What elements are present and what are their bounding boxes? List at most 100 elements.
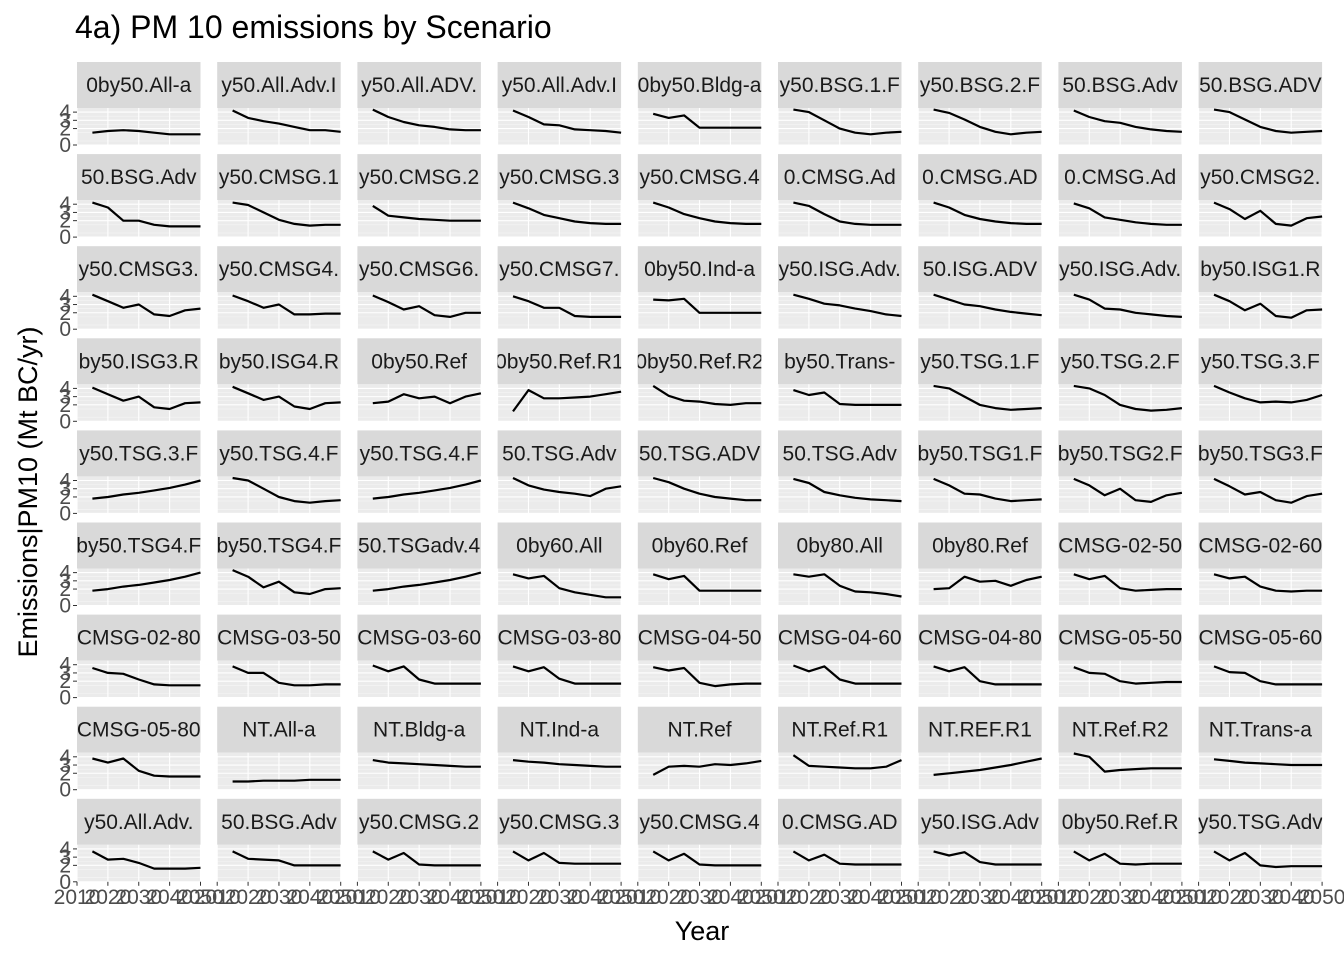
facet-panel: CMSG-04-60 xyxy=(777,614,903,699)
x-tick-label: 2030 xyxy=(676,886,723,909)
x-tick-label: 2020 xyxy=(786,886,833,909)
facet-panel: y50.ISG.Adv xyxy=(917,798,1043,883)
facet-strip-label: CMSG-02-50 xyxy=(1058,535,1182,558)
facet-panel: NT.Ref xyxy=(637,706,762,791)
y-tick-label: 4 xyxy=(59,746,71,769)
facet-strip xyxy=(778,706,902,753)
x-tick-label: 2050 xyxy=(598,886,645,909)
facet-strip xyxy=(778,430,902,477)
facet-strip-label: 50.BSG.ADV xyxy=(1199,74,1322,97)
series-line xyxy=(933,850,1042,866)
facet-strip-label: y50.CMSG4. xyxy=(219,258,339,281)
facet-strip xyxy=(1058,430,1182,477)
facet-panel: 50.TSGadv.4 xyxy=(356,522,482,607)
facet-panel: y50.CMSG.3 xyxy=(497,798,622,883)
facet-strip xyxy=(497,246,622,293)
y-tick-label: 4 xyxy=(59,562,71,585)
series-line xyxy=(232,778,341,783)
facet-strip-label: 0.CMSG.Ad xyxy=(784,166,896,189)
y-tick-label: 0 xyxy=(59,134,71,157)
x-tick-label: 2020 xyxy=(926,886,973,909)
facet-strip xyxy=(357,430,481,477)
series-line xyxy=(512,109,622,134)
y-tick-label: 3 xyxy=(59,386,71,409)
facet-panel: CMSG-05-60 xyxy=(1198,614,1323,699)
series-line xyxy=(512,573,622,599)
facet-strip-label: y50.All.Adv.I xyxy=(221,74,336,97)
facet-strip-label: y50.TSG.3.F xyxy=(1201,350,1320,373)
facet-strip xyxy=(1058,154,1182,201)
facet-strip-label: by50.TSG4.F xyxy=(76,535,201,558)
series-line xyxy=(372,664,481,685)
facet-panel: 0by50.Ref.R1 xyxy=(497,338,622,422)
facet-strip xyxy=(1198,522,1323,569)
facet-panel: CMSG-02-50 xyxy=(1057,522,1183,607)
facet-strip xyxy=(357,798,481,845)
x-tick-label: 2020 xyxy=(645,886,692,909)
facet-panel: by50.ISG1.R xyxy=(1198,246,1323,330)
series-line xyxy=(512,759,622,768)
facet-panel: y50.CMSG2. xyxy=(1198,154,1323,238)
series-line xyxy=(1073,850,1182,866)
x-tick-label: 2040 xyxy=(427,886,474,909)
x-tick-label: 2030 xyxy=(115,886,162,909)
y-tick-label: 4 xyxy=(59,654,71,677)
facet-panel: CMSG-04-50 xyxy=(637,614,762,699)
facet-strip-label: y50.CMSG.4 xyxy=(639,811,760,834)
facet-strip xyxy=(357,522,481,569)
facet-strip xyxy=(497,154,622,201)
series-line xyxy=(372,392,482,405)
series-line xyxy=(933,665,1042,686)
facet-panel: 50.ISG.ADV xyxy=(917,246,1043,330)
facet-strip xyxy=(497,430,622,477)
x-tick-label: 2040 xyxy=(707,886,754,909)
series-line xyxy=(232,476,341,504)
facet-panel: NT.Ref.R1 xyxy=(777,706,903,791)
series-line xyxy=(372,759,481,768)
facet-panel: 50.TSG.ADV xyxy=(637,430,762,514)
facet-strip-label: y50.BSG.2.F xyxy=(920,74,1040,97)
series-line xyxy=(512,665,622,685)
y-tick-label: 3 xyxy=(59,109,71,132)
facet-strip-label: y50.TSG.Adv xyxy=(1198,811,1323,834)
y-tick-label: 3 xyxy=(59,570,71,593)
x-tick-label: 2030 xyxy=(1097,886,1144,909)
series-line xyxy=(793,108,902,136)
y-tick-label: 4 xyxy=(59,101,71,124)
facet-strip xyxy=(778,246,902,293)
facet-strip-label: NT.Ref.R2 xyxy=(1072,719,1169,742)
facet-strip xyxy=(637,338,762,385)
facet-strip xyxy=(497,614,622,661)
series-line xyxy=(512,201,622,225)
series-line xyxy=(92,666,201,687)
series-line xyxy=(232,665,341,687)
facet-strip xyxy=(918,62,1042,108)
series-line xyxy=(232,201,341,227)
facet-strip xyxy=(918,338,1042,385)
series-line xyxy=(793,389,902,406)
facet-strip xyxy=(1198,338,1323,385)
facet-strip-label: NT.Trans-a xyxy=(1209,719,1312,742)
facet-strip-label: y50.CMSG6. xyxy=(359,258,479,281)
facet-strip xyxy=(77,430,201,477)
series-line xyxy=(933,108,1042,136)
facet-strip-label: 50.TSG.Adv xyxy=(502,442,617,465)
facet-panel: 0by60.Ref xyxy=(637,522,762,607)
facet-strip xyxy=(918,430,1042,477)
facet-strip xyxy=(77,614,201,661)
facet-panel: y50.CMSG.2 xyxy=(356,154,482,238)
facet-strip-label: CMSG-03-80 xyxy=(497,627,621,650)
series-line xyxy=(92,571,201,592)
series-line xyxy=(1073,573,1182,592)
facet-strip-label: y50.CMSG.1 xyxy=(219,166,339,189)
x-tick-label: 2050 xyxy=(738,886,785,909)
series-line xyxy=(372,204,481,222)
y-tick-label: 2 xyxy=(59,670,71,693)
series-line xyxy=(1213,108,1323,134)
facet-strip xyxy=(1198,706,1323,753)
facet-strip xyxy=(357,246,481,293)
facet-strip xyxy=(217,614,341,661)
y-tick-label: 0 xyxy=(59,779,71,802)
